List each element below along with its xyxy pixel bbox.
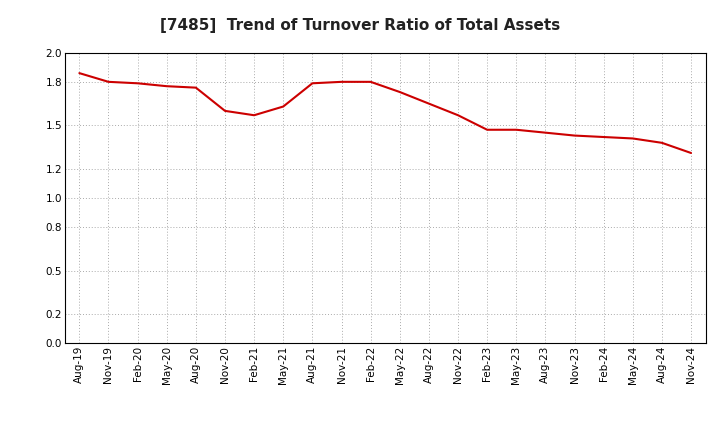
Text: [7485]  Trend of Turnover Ratio of Total Assets: [7485] Trend of Turnover Ratio of Total …: [160, 18, 560, 33]
